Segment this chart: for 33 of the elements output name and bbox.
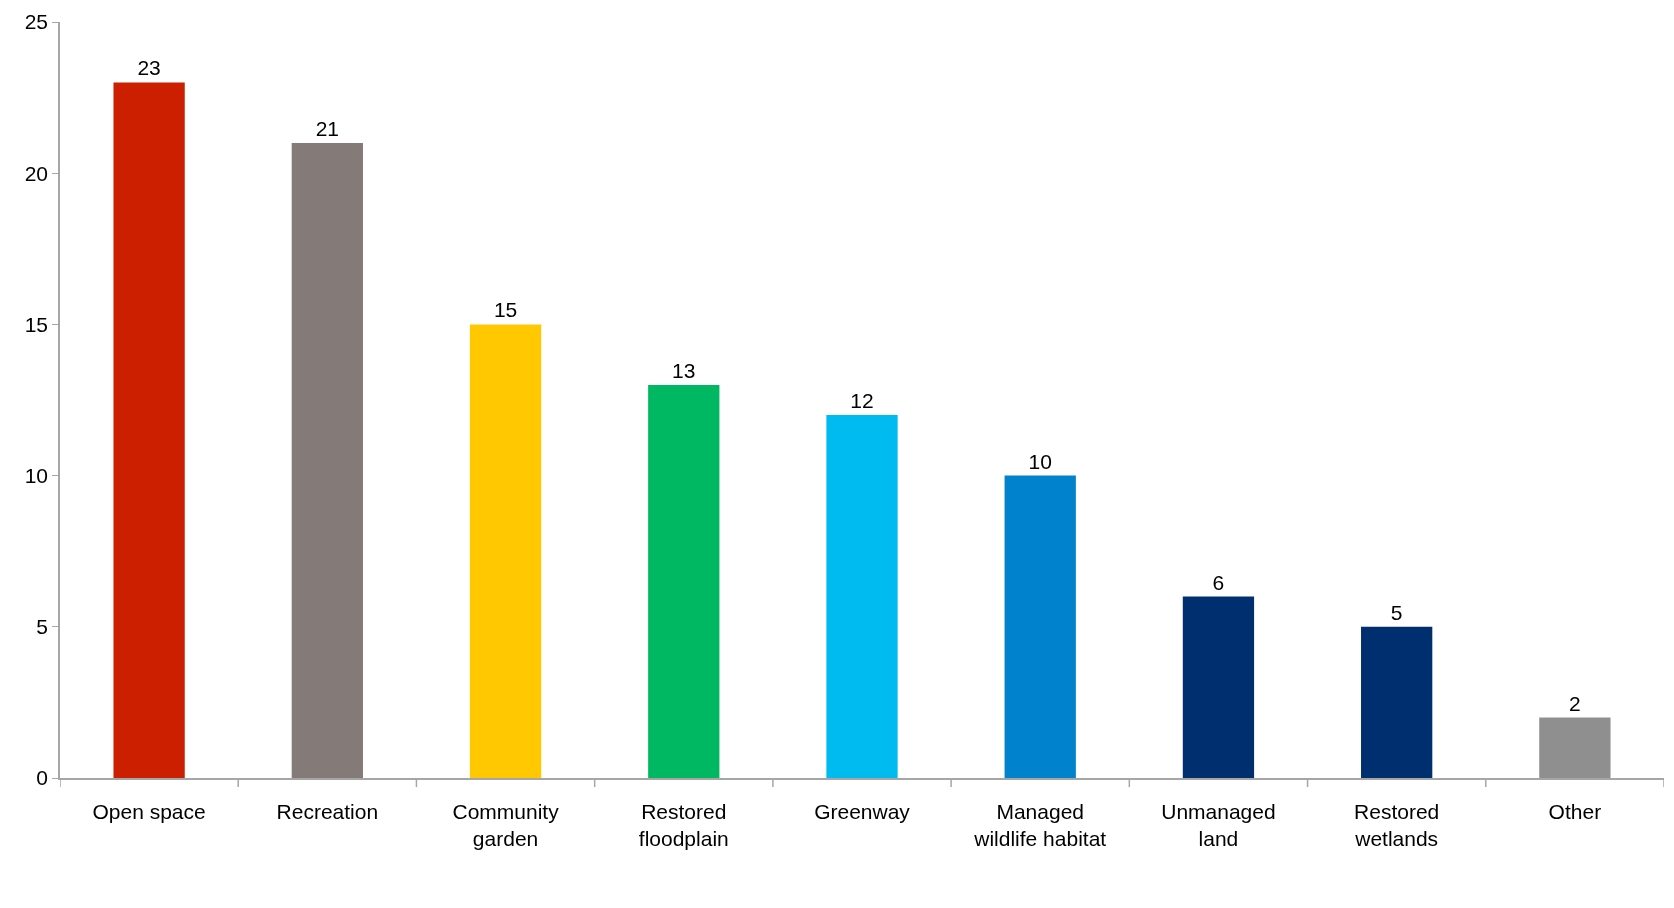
x-tick-label: Unmanaged land xyxy=(1161,799,1276,851)
x-tick-label: Managed wildlife habitat xyxy=(973,799,1107,851)
bar xyxy=(469,324,542,778)
bar xyxy=(1539,717,1611,778)
y-tick-label: 25 xyxy=(24,10,49,34)
bar xyxy=(1361,626,1433,778)
bar xyxy=(648,384,720,778)
y-tick-label: 5 xyxy=(36,615,49,639)
y-tick-label: 20 xyxy=(24,161,49,185)
data-label: 5 xyxy=(1390,600,1403,624)
bar xyxy=(826,415,898,778)
bar xyxy=(291,142,363,778)
data-label: 2 xyxy=(1569,691,1581,715)
data-label: 12 xyxy=(850,389,874,413)
data-label: 6 xyxy=(1212,570,1225,594)
y-tick-label: 0 xyxy=(36,766,49,790)
x-tick-label: Greenway xyxy=(814,799,911,823)
x-tick-label: Recreation xyxy=(276,799,379,823)
bar xyxy=(1182,596,1255,778)
data-label: 15 xyxy=(493,298,518,322)
bar xyxy=(113,82,185,778)
x-tick-label: Open space xyxy=(92,799,206,823)
bar xyxy=(1004,475,1076,778)
x-tick-label: Community garden xyxy=(452,799,560,851)
x-tick-label: Restored wetlands xyxy=(1354,799,1440,851)
y-tick-label: 15 xyxy=(24,312,49,336)
data-label: 23 xyxy=(137,56,161,80)
x-tick-label: Restored floodplain xyxy=(638,799,729,851)
data-label: 21 xyxy=(315,116,340,140)
data-label: 10 xyxy=(1028,449,1052,473)
data-label: 13 xyxy=(672,358,696,382)
x-tick-label: Other xyxy=(1548,799,1602,823)
y-tick-label: 10 xyxy=(24,463,49,487)
